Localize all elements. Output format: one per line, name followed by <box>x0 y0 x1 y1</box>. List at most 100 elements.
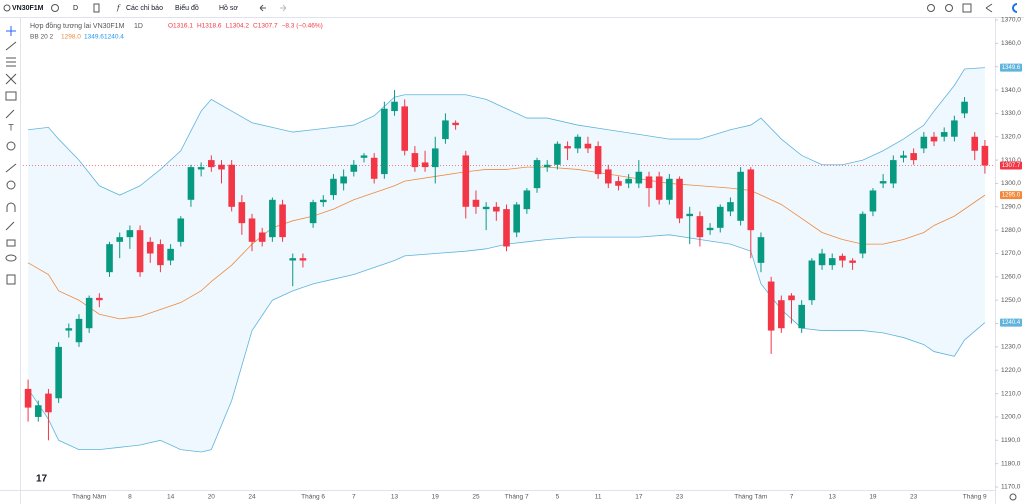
y-tick-label: 1340,0 <box>1001 87 1021 94</box>
bar-style-icon[interactable] <box>93 3 100 13</box>
candle-body <box>584 143 592 149</box>
share-icon[interactable] <box>985 3 993 13</box>
candle-body <box>818 253 826 266</box>
x-tick-label: 19 <box>432 494 440 501</box>
candle-body <box>716 206 724 228</box>
candle-body <box>635 171 643 184</box>
upper-band-tag <box>1000 63 1022 72</box>
candle-body <box>197 167 205 170</box>
candle-body <box>34 405 42 417</box>
y-tick-label: 1200,0 <box>1001 414 1021 421</box>
y-tick-label: 1180,0 <box>1001 460 1021 467</box>
y-tick-label: 1250,0 <box>1001 297 1021 304</box>
candle-body <box>85 297 93 329</box>
delete-tool[interactable] <box>6 274 16 285</box>
y-tick-label: 1330,0 <box>1001 110 1021 117</box>
candle-body <box>360 155 368 158</box>
candle-body <box>218 164 225 170</box>
x-tick-label: 7 <box>352 494 356 501</box>
y-tick-label: 1310,0 <box>1001 157 1021 164</box>
candle-body <box>757 237 765 263</box>
fullscreen-icon[interactable] <box>962 3 972 13</box>
symbol[interactable]: VN30F1M <box>12 5 44 12</box>
emoji-tool[interactable] <box>6 141 16 151</box>
candle-body <box>554 143 561 165</box>
brush-tool[interactable] <box>5 109 15 119</box>
candle-body <box>951 120 958 137</box>
candle-body <box>391 101 398 112</box>
candle-body <box>961 101 968 114</box>
search-icon[interactable] <box>3 4 11 12</box>
pencil-lock-tool[interactable] <box>5 221 15 231</box>
candle-body <box>543 164 551 168</box>
y-tick-label: 1170,0 <box>1001 484 1021 491</box>
x-tick-label: 19 <box>869 494 877 501</box>
lock-tool[interactable] <box>6 239 16 247</box>
candle-body <box>431 148 439 168</box>
magnet-tool[interactable] <box>6 202 16 212</box>
candle-body <box>869 190 877 212</box>
ruler-tool[interactable] <box>5 163 17 173</box>
line-tool[interactable] <box>5 41 17 51</box>
candle-body <box>676 178 683 219</box>
candle-body <box>767 281 775 331</box>
zoom-icon[interactable] <box>927 4 935 12</box>
candle-body <box>45 393 52 413</box>
candle-body <box>411 153 419 168</box>
range-tool[interactable] <box>5 91 17 101</box>
y-tick-label: 1290,0 <box>1001 204 1021 211</box>
tradingview-logo[interactable]: 17 <box>36 474 48 485</box>
y-tick-label: 1210,0 <box>1001 390 1021 397</box>
last-price-tag-label: 1307.7 <box>1002 163 1021 169</box>
zoom-tool[interactable] <box>6 180 16 190</box>
band-upper <box>28 67 985 196</box>
candle-body <box>187 167 195 200</box>
candle-body <box>309 202 317 224</box>
y-tick-label: 1270,0 <box>1001 250 1021 257</box>
candle-body <box>65 328 73 331</box>
x-tick-label: Tháng 9 <box>963 494 987 501</box>
undo-icon[interactable] <box>259 4 266 12</box>
candle-body <box>910 153 917 161</box>
profile-button[interactable]: Hồ sơ <box>219 3 238 12</box>
bb-lower-legend: 1240.4 <box>104 34 124 41</box>
indicators-button[interactable]: Các chỉ báo <box>126 4 163 12</box>
candle-body <box>971 136 979 151</box>
candle-body <box>126 230 134 238</box>
compare-icon[interactable] <box>51 4 59 12</box>
x-tick-label: 5 <box>556 494 560 501</box>
candle-body <box>839 255 846 261</box>
candle-body <box>350 164 358 172</box>
x-tick-label: 13 <box>829 494 837 501</box>
candle-body <box>146 241 154 254</box>
redo-icon[interactable] <box>280 4 287 12</box>
y-tick-label: 1220,0 <box>1001 367 1021 374</box>
candle-body <box>116 237 123 242</box>
text-tool[interactable]: T <box>8 122 14 132</box>
crosshair-tool[interactable] <box>6 26 16 36</box>
candle-body <box>828 258 836 266</box>
settings-icon[interactable] <box>945 4 953 12</box>
fx-icon[interactable]: f <box>116 4 121 12</box>
candle-body <box>655 176 663 200</box>
ohlc-legend: L1304.2 <box>226 23 250 30</box>
chart-type-button[interactable]: Biểu đồ <box>175 3 199 12</box>
candle-body <box>401 106 409 151</box>
pattern-tool[interactable] <box>5 73 17 85</box>
candle-body <box>696 216 704 238</box>
candle-body <box>136 230 144 273</box>
candle-body <box>299 258 307 261</box>
x-tick-label: Tháng 7 <box>505 494 529 501</box>
visibility-tool[interactable] <box>5 254 17 262</box>
x-tick-label: 13 <box>391 494 399 501</box>
x-tick-label: Tháng Tám <box>734 494 767 501</box>
chart-interval: 1D <box>134 23 143 30</box>
candle-body <box>778 300 785 329</box>
candle-body <box>798 304 805 329</box>
last-price-tag <box>1000 161 1022 170</box>
interval-button[interactable]: D <box>73 5 78 12</box>
fib-tool[interactable] <box>6 57 16 67</box>
candle-body <box>981 145 989 166</box>
axis-settings-icon[interactable] <box>1009 493 1017 501</box>
